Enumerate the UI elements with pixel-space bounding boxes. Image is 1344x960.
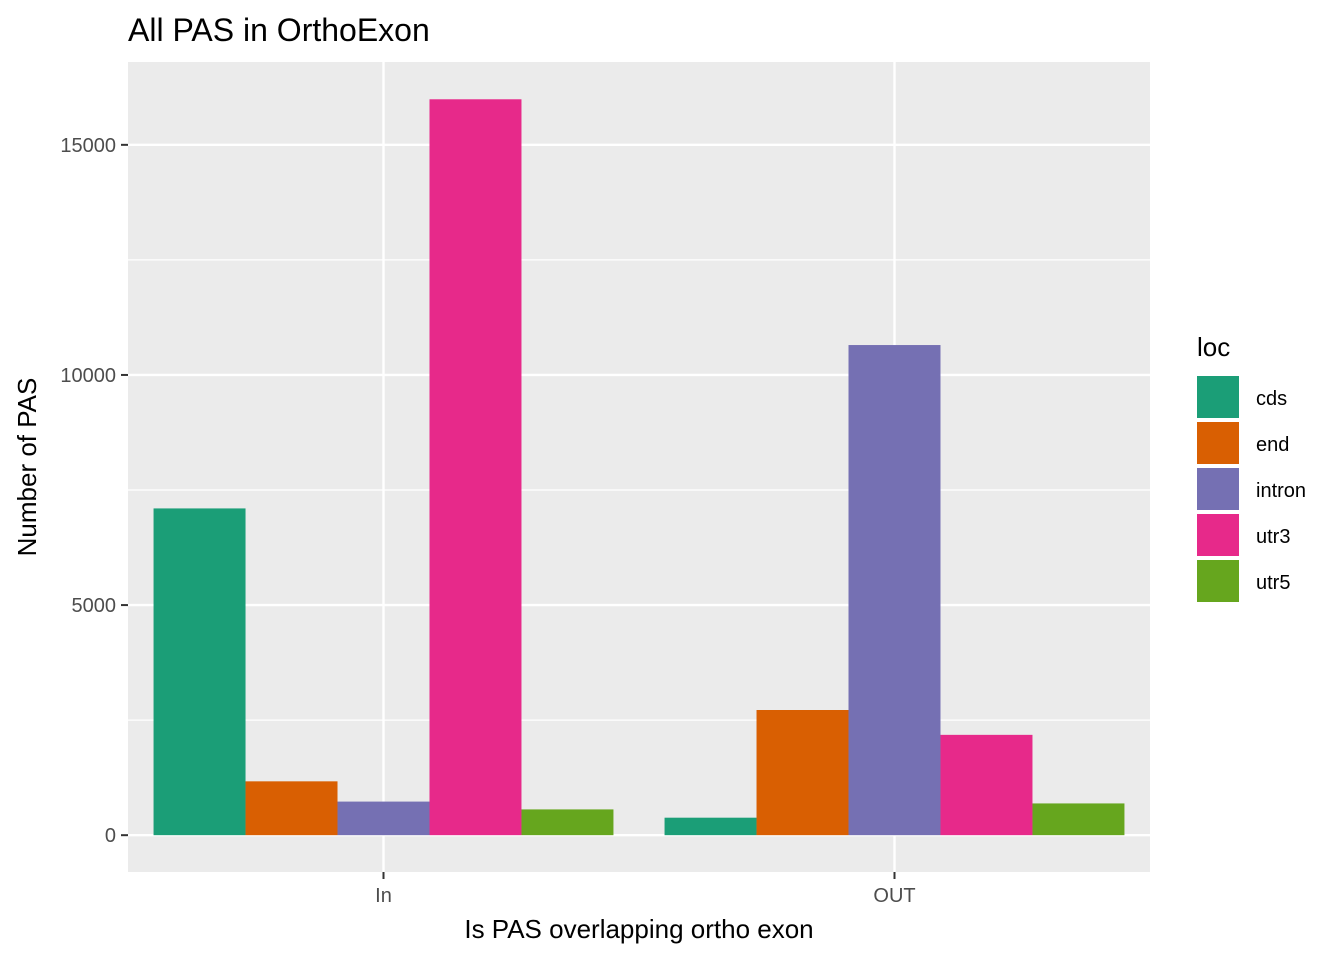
bar-end-In <box>245 781 338 836</box>
legend-title: loc <box>1197 332 1230 362</box>
legend-label-cds: cds <box>1256 388 1287 410</box>
legend-swatch-cds <box>1197 376 1239 418</box>
legend-label-utr3: utr3 <box>1256 526 1290 548</box>
legend-label-intron: intron <box>1256 480 1306 502</box>
y-axis: 0 5000 10000 15000 <box>60 135 128 847</box>
bar-intron-OUT <box>848 345 941 836</box>
bar-end-OUT <box>756 710 849 836</box>
y-axis-label: Number of PAS <box>12 378 42 557</box>
x-tick-label: OUT <box>873 885 915 907</box>
legend-label-utr5: utr5 <box>1256 572 1290 594</box>
legend-label-end: end <box>1256 434 1289 456</box>
legend-swatch-intron <box>1197 468 1239 510</box>
minor-gridlines <box>128 259 1150 721</box>
legend-swatch-utr3 <box>1197 514 1239 556</box>
x-axis: In OUT <box>375 872 916 907</box>
bar-cds-In <box>153 508 246 836</box>
chart-title: All PAS in OrthoExon <box>128 12 430 48</box>
legend-swatch-utr5 <box>1197 560 1239 602</box>
x-axis-label: Is PAS overlapping ortho exon <box>464 914 813 944</box>
y-tick-label: 15000 <box>60 135 116 157</box>
bar-utr3-OUT <box>940 734 1033 836</box>
y-tick-label: 10000 <box>60 365 116 387</box>
legend-swatch-end <box>1197 422 1239 464</box>
y-tick-label: 0 <box>105 825 116 847</box>
bars <box>153 99 1125 836</box>
y-tick-label: 5000 <box>72 595 117 617</box>
legend: loc cds end intron utr3 utr5 <box>1197 332 1306 602</box>
bar-intron-In <box>337 801 430 836</box>
bar-utr3-In <box>429 99 522 836</box>
bar-cds-OUT <box>664 817 757 836</box>
x-tick-label: In <box>375 885 392 907</box>
bar-utr5-OUT <box>1032 803 1125 836</box>
bar-utr5-In <box>521 809 614 836</box>
